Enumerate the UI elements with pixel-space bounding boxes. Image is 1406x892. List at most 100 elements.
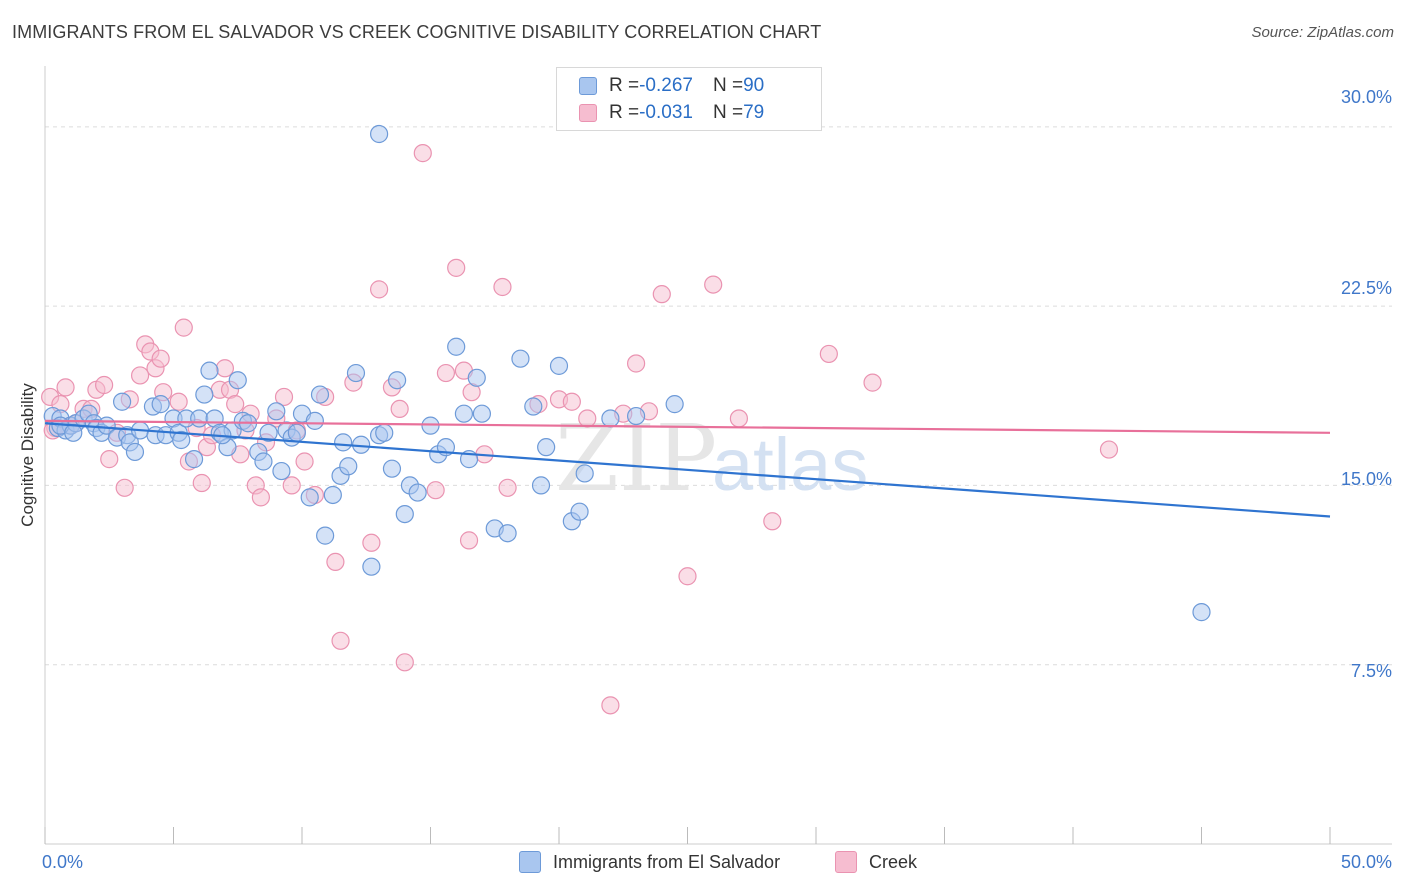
n-label: N = <box>712 75 744 96</box>
data-point-creek <box>601 696 620 715</box>
data-point-el-salvador <box>472 404 491 423</box>
data-point-creek <box>626 354 646 373</box>
data-point-creek <box>370 280 389 299</box>
data-point-creek <box>326 552 345 572</box>
r-value: -0.031 <box>639 102 693 123</box>
data-point-el-salvador <box>531 476 551 495</box>
data-point-creek <box>498 478 517 497</box>
data-point-el-salvador <box>300 488 319 507</box>
data-point-creek <box>763 512 782 531</box>
data-point-creek <box>130 366 150 385</box>
watermark-atlas: atlas <box>712 423 868 506</box>
data-point-creek <box>678 567 697 586</box>
data-point-el-salvador <box>259 423 278 442</box>
data-point-creek <box>56 378 75 397</box>
x-tick-label: 0.0% <box>42 852 84 872</box>
data-point-el-salvador <box>601 409 620 428</box>
r-label: R = <box>609 75 640 96</box>
data-point-creek <box>295 452 314 471</box>
blue-swatch-icon <box>579 77 597 95</box>
data-point-el-salvador <box>370 124 389 144</box>
data-point-el-salvador <box>570 502 589 521</box>
data-point-el-salvador <box>375 423 394 442</box>
data-point-creek <box>331 631 350 650</box>
data-point-el-salvador <box>447 337 466 356</box>
data-point-creek <box>100 450 119 469</box>
data-point-el-salvador <box>195 385 214 404</box>
data-point-creek <box>215 359 234 378</box>
data-point-el-salvador <box>287 423 306 442</box>
bottom-legend-creek: Creek <box>835 851 917 873</box>
data-point-creek <box>274 387 294 407</box>
data-point-el-salvador <box>665 395 684 414</box>
data-point-creek <box>115 478 134 497</box>
data-point-creek <box>169 392 188 411</box>
grid-lines <box>45 126 1392 666</box>
data-point-creek <box>578 409 597 428</box>
pink-swatch-icon <box>835 851 857 873</box>
series-el-salvador-points <box>43 124 1211 622</box>
data-point-el-salvador <box>421 416 440 435</box>
data-point-creek <box>436 363 456 383</box>
data-point-el-salvador <box>511 349 530 368</box>
blue-swatch-icon <box>519 851 541 873</box>
data-point-el-salvador <box>382 459 402 478</box>
r-value: -0.267 <box>639 75 693 96</box>
axes <box>44 66 1392 845</box>
r-label: R = <box>609 102 640 123</box>
data-point-creek <box>251 488 270 507</box>
bottom-legend-el-salvador: Immigrants from El Salvador <box>519 851 780 873</box>
y-tick-label: 30.0% <box>1340 87 1392 107</box>
data-point-el-salvador <box>267 402 286 421</box>
data-point-el-salvador <box>151 395 170 414</box>
data-point-creek <box>192 473 211 493</box>
data-point-el-salvador <box>346 363 366 383</box>
data-point-el-salvador <box>316 526 335 545</box>
data-point-el-salvador <box>339 457 358 476</box>
data-point-el-salvador <box>387 371 407 390</box>
data-point-creek <box>652 285 671 304</box>
data-point-creek <box>729 409 749 428</box>
data-point-el-salvador <box>362 557 381 576</box>
trend-line-creek <box>44 419 1331 434</box>
data-point-el-salvador <box>549 356 569 375</box>
data-point-el-salvador <box>228 371 247 390</box>
data-point-creek <box>447 258 466 277</box>
data-point-el-salvador <box>310 385 330 404</box>
n-label: N = <box>712 102 744 123</box>
data-point-el-salvador <box>112 392 132 411</box>
x-tick-label: 50.0% <box>1340 852 1392 872</box>
source-credit: Source: ZipAtlas.com <box>1251 24 1394 41</box>
n-value: 79 <box>743 102 765 123</box>
chart-title: IMMIGRANTS FROM EL SALVADOR VS CREEK COG… <box>12 22 822 42</box>
pink-swatch-icon <box>579 104 597 122</box>
data-point-creek <box>493 277 512 297</box>
data-point-el-salvador <box>454 404 474 423</box>
data-point-creek <box>395 653 414 672</box>
data-point-el-salvador <box>408 483 427 502</box>
y-tick-label: 15.0% <box>1340 469 1392 489</box>
data-point-creek <box>174 318 193 337</box>
data-point-creek <box>1099 440 1119 459</box>
data-point-el-salvador <box>190 409 209 428</box>
data-point-el-salvador <box>272 461 291 481</box>
data-point-el-salvador <box>498 524 517 543</box>
legend-row-el-salvador: R = -0.267 N = 90 <box>579 74 764 98</box>
data-point-creek <box>562 392 581 411</box>
data-point-el-salvador <box>125 442 145 462</box>
stats-legend: R = -0.267 N = 90 R = -0.031 N = 79 <box>556 67 822 131</box>
series-label: Creek <box>869 851 918 872</box>
data-point-creek <box>362 533 381 552</box>
data-point-el-salvador <box>575 464 594 483</box>
data-point-el-salvador <box>395 504 414 524</box>
data-point-el-salvador <box>172 430 191 450</box>
trend-line-el-salvador <box>44 422 1331 518</box>
data-point-el-salvador <box>537 438 556 457</box>
y-tick-label: 7.5% <box>1350 661 1392 681</box>
data-point-el-salvador <box>305 411 324 430</box>
n-value: 90 <box>743 75 765 96</box>
y-tick-label: 22.5% <box>1340 278 1392 298</box>
data-point-creek <box>282 476 301 495</box>
data-point-el-salvador <box>524 397 543 416</box>
